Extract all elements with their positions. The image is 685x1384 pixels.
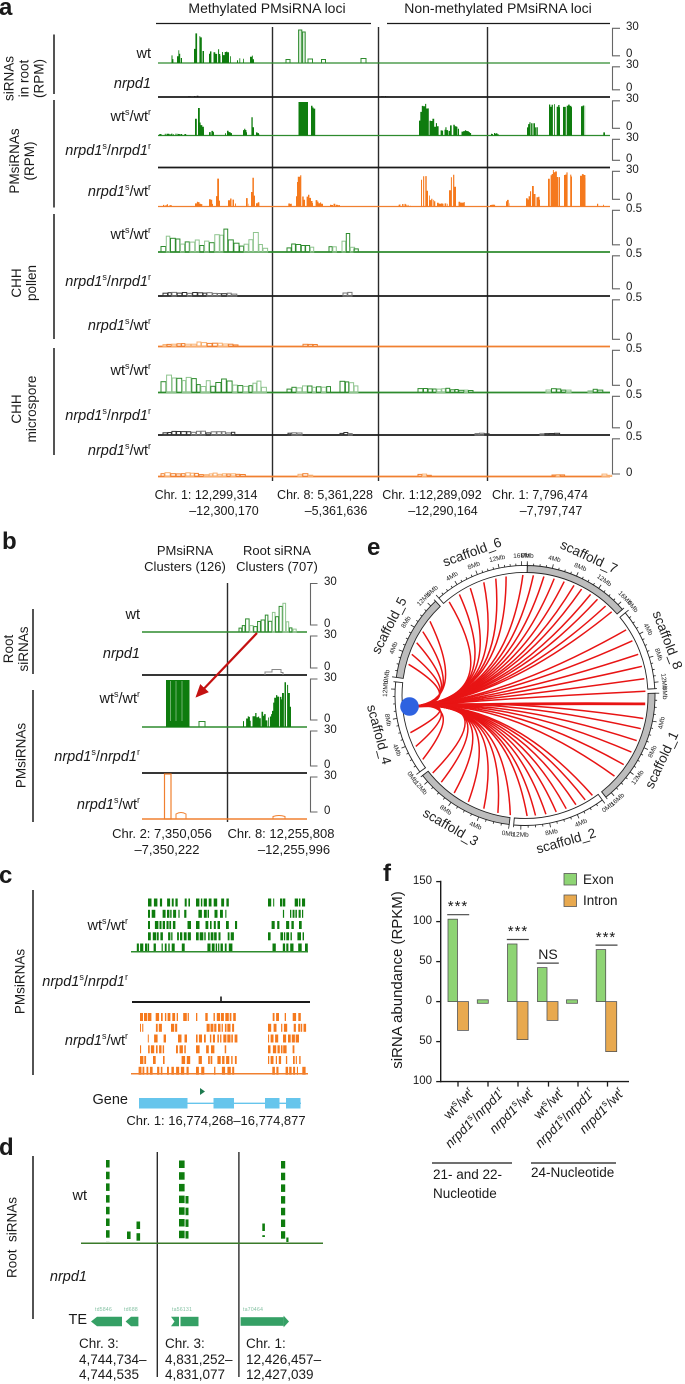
svg-text:12Mb: 12Mb: [489, 554, 507, 564]
svg-text:0Mb: 0Mb: [661, 687, 668, 700]
svg-text:8Mb: 8Mb: [383, 713, 392, 727]
svg-text:8Mb: 8Mb: [653, 648, 664, 663]
svg-text:12Mb: 12Mb: [512, 831, 529, 839]
svg-text:0Mb: 0Mb: [626, 600, 640, 614]
svg-text:0Mb: 0Mb: [521, 553, 534, 560]
svg-text:0Mb: 0Mb: [501, 830, 515, 839]
svg-text:8Mb: 8Mb: [400, 615, 413, 630]
svg-text:8Mb: 8Mb: [647, 744, 659, 759]
svg-text:8Mb: 8Mb: [573, 562, 588, 574]
svg-text:scaffold_8: scaffold_8: [650, 609, 685, 672]
svg-text:scaffold_7: scaffold_7: [558, 537, 620, 577]
svg-text:4Mb: 4Mb: [547, 555, 561, 565]
svg-text:8Mb: 8Mb: [467, 560, 482, 571]
svg-text:4Mb: 4Mb: [642, 622, 654, 637]
svg-text:8Mb: 8Mb: [545, 828, 559, 837]
svg-text:4Mb: 4Mb: [445, 570, 460, 583]
svg-text:4Mb: 4Mb: [468, 821, 483, 832]
svg-text:0Mb: 0Mb: [383, 669, 392, 683]
svg-text:4Mb: 4Mb: [574, 817, 589, 829]
svg-text:12Mb: 12Mb: [595, 573, 613, 588]
svg-text:4Mb: 4Mb: [389, 641, 400, 656]
svg-text:16Mb: 16Mb: [513, 552, 530, 560]
svg-text:0Mb: 0Mb: [426, 584, 440, 598]
svg-text:4Mb: 4Mb: [391, 743, 403, 758]
svg-text:4Mb: 4Mb: [657, 716, 666, 730]
svg-text:12Mb: 12Mb: [382, 680, 390, 697]
svg-text:12Mb: 12Mb: [659, 673, 668, 690]
